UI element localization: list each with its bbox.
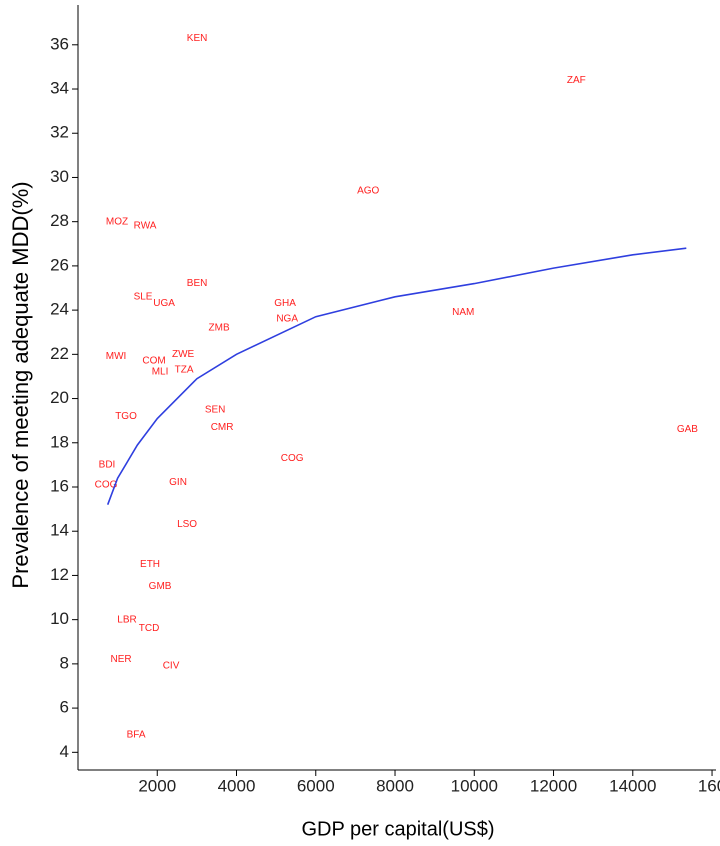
country-point: BEN [187, 278, 208, 289]
country-point: COM [142, 356, 165, 367]
country-point: UGA [153, 298, 175, 309]
fit-line [106, 247, 687, 505]
x-tick-label: 8000 [376, 776, 414, 795]
y-tick-label: 6 [60, 698, 69, 717]
country-point: MLI [152, 367, 169, 378]
x-tick-label: 4000 [218, 776, 256, 795]
country-point: ETH [140, 559, 160, 570]
country-point: TZA [175, 364, 194, 375]
y-tick-label: 22 [50, 344, 69, 363]
country-point: COG [281, 453, 304, 464]
country-point: GIN [169, 477, 187, 488]
country-point: NER [110, 654, 131, 665]
y-tick-label: 8 [60, 653, 69, 672]
y-tick-label: 16 [50, 476, 69, 495]
country-point: GMB [149, 581, 172, 592]
y-tick-label: 36 [50, 34, 69, 53]
y-tick-label: 28 [50, 211, 69, 230]
x-tick-label: 12000 [530, 776, 577, 795]
y-axis-label: Prevalence of meeting adequate MDD(%) [8, 181, 33, 588]
x-tick-label: 6000 [297, 776, 335, 795]
country-point: AGO [357, 185, 379, 196]
country-point: LSO [177, 519, 197, 530]
country-point: ZWE [172, 349, 195, 360]
y-tick-label: 12 [50, 565, 69, 584]
y-tick-label: 24 [50, 300, 69, 319]
country-point: ZMB [209, 322, 230, 333]
country-point: ZAF [567, 75, 586, 86]
country-point: NAM [452, 307, 474, 318]
country-point: CMR [211, 422, 234, 433]
x-tick-label: 14000 [609, 776, 656, 795]
country-point: MWI [106, 351, 127, 362]
country-point: SEN [205, 404, 226, 415]
country-point: KEN [187, 33, 208, 44]
y-tick-label: 34 [50, 79, 69, 98]
country-point: NGA [276, 314, 298, 325]
country-point: TGO [115, 411, 137, 422]
country-point: COG [95, 479, 118, 490]
country-point: LBR [117, 614, 136, 625]
country-point: MOZ [106, 216, 128, 227]
y-tick-label: 14 [50, 521, 69, 540]
y-tick-label: 30 [50, 167, 69, 186]
country-point: GHA [274, 298, 296, 309]
x-tick-label: 160 [698, 776, 720, 795]
y-tick-label: 4 [60, 742, 69, 761]
x-axis-label: GDP per capital(US$) [301, 818, 494, 840]
x-tick-label: 10000 [451, 776, 498, 795]
y-tick-label: 32 [50, 123, 69, 142]
country-point: CIV [163, 661, 180, 672]
y-tick-label: 18 [50, 432, 69, 451]
y-tick-label: 26 [50, 255, 69, 274]
country-point: BDI [99, 460, 116, 471]
country-point: RWA [134, 221, 157, 232]
country-point: SLE [134, 291, 153, 302]
country-point: GAB [677, 424, 698, 435]
y-tick-label: 20 [50, 388, 69, 407]
x-tick-label: 2000 [138, 776, 176, 795]
country-point: TCD [139, 623, 160, 634]
country-point: BFA [127, 729, 146, 740]
y-tick-label: 10 [50, 609, 69, 628]
